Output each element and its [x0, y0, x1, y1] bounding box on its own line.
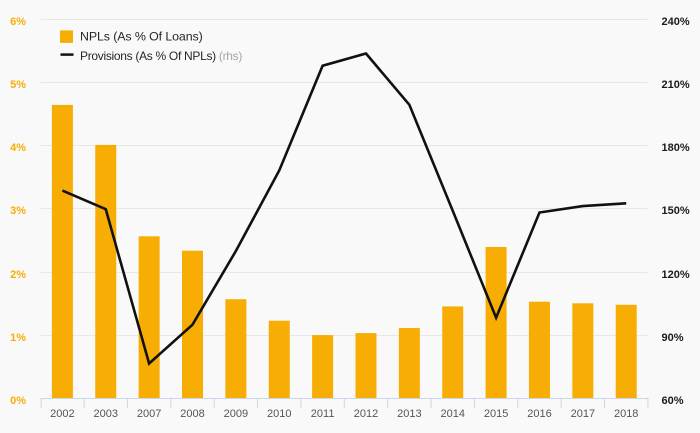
- svg-text:2009: 2009: [224, 408, 248, 420]
- svg-text:2007: 2007: [137, 408, 161, 420]
- svg-text:2%: 2%: [10, 269, 26, 281]
- svg-text:Provisions (As % Of NPLs) (rhs: Provisions (As % Of NPLs) (rhs): [80, 49, 242, 63]
- svg-text:2011: 2011: [311, 408, 335, 420]
- svg-text:2015: 2015: [484, 408, 508, 420]
- svg-text:210%: 210%: [662, 79, 690, 91]
- svg-text:2017: 2017: [571, 408, 595, 420]
- svg-text:2002: 2002: [50, 408, 74, 420]
- svg-text:180%: 180%: [662, 142, 690, 154]
- svg-text:60%: 60%: [662, 395, 684, 407]
- svg-text:2012: 2012: [354, 408, 378, 420]
- svg-text:240%: 240%: [662, 16, 690, 28]
- svg-text:5%: 5%: [10, 79, 26, 91]
- svg-text:6%: 6%: [10, 16, 26, 28]
- svg-text:2016: 2016: [527, 408, 551, 420]
- svg-text:2010: 2010: [267, 408, 291, 420]
- svg-text:0%: 0%: [10, 395, 26, 407]
- svg-text:2008: 2008: [180, 408, 204, 420]
- svg-text:150%: 150%: [662, 205, 690, 217]
- svg-text:4%: 4%: [10, 142, 26, 154]
- svg-text:2014: 2014: [440, 408, 464, 420]
- svg-text:1%: 1%: [10, 332, 26, 344]
- svg-text:3%: 3%: [10, 205, 26, 217]
- svg-text:2003: 2003: [94, 408, 118, 420]
- svg-text:2018: 2018: [614, 408, 638, 420]
- svg-text:120%: 120%: [662, 269, 690, 281]
- svg-text:2013: 2013: [397, 408, 421, 420]
- svg-text:NPLs (As % Of Loans): NPLs (As % Of Loans): [80, 30, 203, 44]
- svg-text:90%: 90%: [662, 332, 684, 344]
